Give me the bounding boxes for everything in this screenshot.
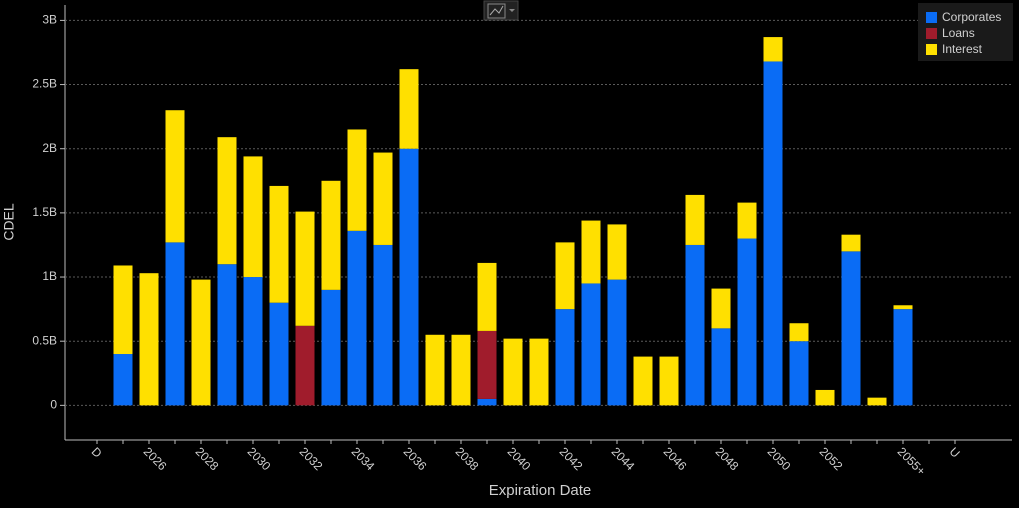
button-arrow [509,9,515,12]
bar-segment [347,230,367,406]
bar-segment [607,224,627,280]
y-axis-label: CDEL [1,203,17,241]
bar-segment [815,389,835,406]
bar-segment [165,110,185,243]
bar-segment [711,288,731,329]
bar-segment [477,398,497,406]
bar-segment [113,354,133,406]
legend-swatch [926,28,937,39]
bar-segment [841,234,861,252]
legend-label: Loans [942,26,975,40]
bar-segment [399,148,419,406]
bar-segment [269,185,289,303]
bar-segment [373,152,393,245]
bar-segment [477,262,497,331]
y-tick-label: 2.5B [32,77,57,91]
bar-segment [243,277,263,406]
bar-segment [503,338,523,406]
bar-segment [893,309,913,406]
bar-segment [555,309,575,406]
bar-segment [789,323,809,342]
bar-segment [295,211,315,326]
legend-label: Interest [942,42,983,56]
bar-segment [581,283,601,406]
x-axis-label: Expiration Date [489,482,592,499]
bar-segment [399,69,419,149]
bar-segment [295,325,315,406]
chart-type-button[interactable] [483,0,519,21]
y-tick-label: 3B [42,13,57,27]
bar-segment [243,156,263,278]
bar-segment [763,37,783,62]
bar-segment [477,330,497,399]
bar-segment [893,305,913,310]
bar-segment [789,341,809,406]
bar-segment [685,244,705,406]
bar-segment [867,397,887,406]
bar-segment [633,356,653,406]
y-tick-label: 0 [50,398,57,412]
legend: Corporates Loans Interest [918,3,1013,61]
bar-segment [139,273,159,406]
legend-swatch [926,44,937,55]
bar-segment [529,338,549,406]
bar-segment [685,194,705,245]
bar-segment [217,264,237,406]
bar-segment [711,328,731,406]
y-tick-label: 0.5B [32,333,57,347]
bar-segment [321,180,341,290]
bar-segment [659,356,679,406]
bar-segment [737,202,757,239]
y-tick-label: 2B [42,141,57,155]
bar-segment [581,220,601,284]
y-tick-label: 1.5B [32,205,57,219]
legend-label: Corporates [942,10,1001,24]
bar-segment [737,238,757,406]
legend-swatch [926,12,937,23]
bar-segment [607,279,627,406]
bar-segment [425,334,445,406]
bar-segment [217,137,237,265]
bar-segment [347,129,367,231]
bar-segment [191,279,211,406]
bar-segment [165,242,185,406]
bar-segment [373,244,393,406]
y-tick-label: 1B [42,269,57,283]
bar-segment [841,251,861,406]
bar-segment [321,289,341,406]
bar-segment [763,61,783,406]
bar-segment [555,242,575,310]
bar-segment [269,302,289,406]
bar-segment [113,265,133,355]
button-icon-frame [487,3,506,19]
bar-segment [451,334,471,406]
button-icon [489,5,504,16]
